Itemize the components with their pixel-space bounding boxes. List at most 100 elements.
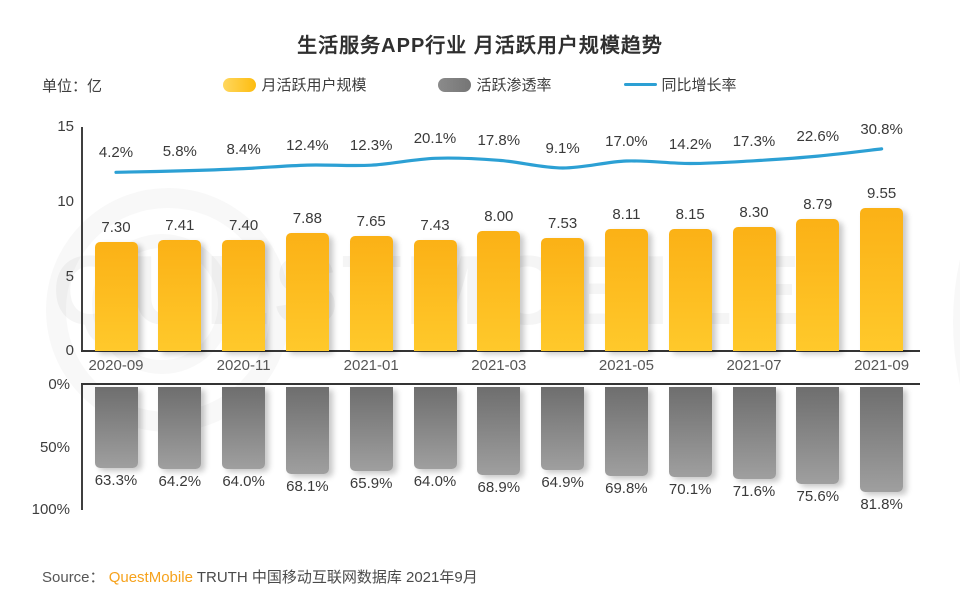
mau-value-label: 8.00 (484, 208, 514, 225)
top-chart-y-axis-line (81, 127, 83, 351)
legend: 月活跃用户规模 活跃渗透率 同比增长率 (0, 74, 960, 95)
mau-bar (860, 207, 904, 351)
source-suffix: TRUTH 中国移动互联网数据库 2021年9月 (196, 569, 478, 586)
mau-value-label: 7.43 (420, 216, 450, 234)
penetration-bar (604, 387, 648, 477)
top-y-axis-tick: 5 (65, 268, 74, 285)
source-prefix: Source： (42, 569, 105, 586)
growth-value-label: 30.8% (860, 120, 903, 138)
penetration-value-label: 64.0% (222, 472, 265, 490)
penetration-value-label: 68.9% (477, 479, 521, 497)
x-axis-tick: 2021-01 (343, 357, 399, 374)
bottom-chart-y-axis-line (81, 385, 83, 510)
growth-value-label: 17.3% (732, 132, 776, 150)
penetration-bar (222, 387, 266, 469)
penetration-value-label: 69.8% (605, 480, 648, 498)
x-axis-tick: 2020-11 (216, 357, 271, 374)
mau-value-label: 8.11 (612, 206, 641, 224)
mau-bar (732, 226, 776, 351)
legend-label: 同比增长率 (661, 77, 737, 94)
mau-value-label: 8.15 (675, 205, 705, 223)
penetration-bar (349, 387, 393, 472)
unit-label: 单位：亿 (42, 78, 103, 95)
penetration-bar (94, 387, 138, 469)
penetration-bar (541, 387, 585, 471)
top-chart-baseline (81, 350, 920, 352)
mau-bar (604, 229, 648, 351)
growth-value-label: 22.6% (796, 128, 840, 146)
source-brand: QuestMobile (108, 569, 193, 586)
penetration-bar (796, 387, 840, 484)
source-note: Source： QuestMobile TRUTH 中国移动互联网数据库 202… (42, 566, 478, 587)
mau-swatch-icon (223, 77, 257, 92)
mau-value-label: 7.88 (292, 209, 322, 227)
legend-item-mau: 月活跃用户规模 (223, 74, 366, 95)
mau-bar (158, 239, 202, 351)
penetration-bar (285, 387, 329, 475)
mau-bar (413, 239, 457, 351)
mau-bar (541, 238, 585, 351)
penetration-bar (477, 387, 521, 476)
legend-label: 活跃渗透率 (476, 77, 552, 94)
penetration-value-label: 64.0% (413, 472, 457, 490)
mau-value-label: 8.79 (803, 196, 833, 214)
top-y-axis-tick: 0 (65, 342, 74, 359)
mau-bar (349, 236, 393, 351)
penetration-value-label: 64.9% (541, 474, 584, 492)
growth-value-label: 20.1% (413, 130, 457, 148)
x-axis-tick: 2021-07 (726, 357, 782, 374)
mau-bar (94, 241, 138, 351)
penetration-bar (860, 387, 904, 492)
growth-value-label: 12.3% (349, 137, 393, 155)
mau-bar (668, 228, 712, 351)
mau-value-label: 7.41 (165, 216, 195, 234)
penetration-value-label: 71.6% (732, 482, 776, 500)
penetration-value-label: 65.9% (349, 475, 393, 493)
mau-bar (477, 231, 521, 351)
mau-value-label: 8.30 (739, 203, 769, 221)
bottom-y-axis-tick: 100% (31, 501, 70, 518)
top-y-axis-tick: 15 (57, 118, 74, 135)
legend-label: 月活跃用户规模 (261, 77, 367, 94)
mau-value-label: 7.65 (356, 213, 386, 231)
growth-value-label: 8.4% (226, 140, 261, 158)
penetration-bar (413, 387, 457, 469)
growth-value-label: 5.8% (162, 142, 197, 160)
growth-value-label: 17.8% (477, 132, 521, 150)
penetration-bar (732, 387, 776, 479)
penetration-bar (668, 387, 712, 477)
growth-line-swatch-icon (623, 83, 657, 86)
penetration-value-label: 68.1% (286, 478, 329, 496)
penetration-swatch-icon (438, 77, 472, 92)
mau-value-label: 7.40 (228, 217, 259, 234)
penetration-value-label: 81.8% (860, 495, 903, 513)
mau-bar (285, 232, 329, 351)
bottom-y-axis-tick: 0% (48, 376, 70, 393)
growth-value-label: 4.2% (98, 144, 134, 162)
penetration-value-label: 70.1% (668, 480, 712, 498)
growth-value-label: 14.2% (668, 135, 712, 153)
growth-value-label: 17.0% (605, 133, 648, 151)
mau-value-label: 7.30 (101, 218, 131, 236)
penetration-bar (158, 387, 202, 470)
legend-item-growth: 同比增长率 (623, 74, 737, 95)
x-axis-tick: 2021-05 (598, 357, 654, 374)
x-axis-tick: 2021-09 (854, 357, 910, 374)
penetration-value-label: 64.2% (158, 473, 202, 491)
x-axis-tick: 2021-03 (471, 357, 527, 374)
penetration-value-label: 63.3% (94, 472, 138, 490)
mau-bar (796, 219, 840, 351)
mau-value-label: 9.55 (866, 184, 897, 202)
page-title: 生活服务APP行业 月活跃用户规模趋势 (297, 35, 663, 57)
top-y-axis-tick: 10 (57, 193, 74, 210)
mau-bar (222, 240, 266, 351)
growth-value-label: 12.4% (286, 137, 329, 155)
growth-value-label: 9.1% (545, 139, 580, 157)
legend-item-penetration: 活跃渗透率 (438, 74, 552, 95)
penetration-value-label: 75.6% (796, 487, 840, 505)
mau-value-label: 7.53 (547, 215, 578, 233)
bottom-y-axis-tick: 50% (39, 438, 70, 456)
x-axis-tick: 2020-09 (88, 357, 144, 374)
